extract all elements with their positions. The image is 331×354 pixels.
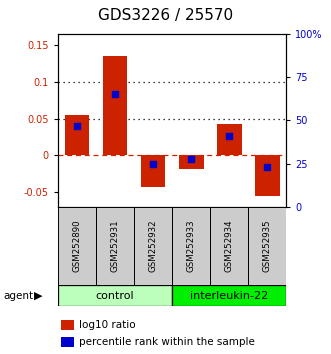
Bar (141, 155, 166, 187)
Bar (217, 124, 242, 155)
Text: ▶: ▶ (34, 291, 42, 301)
Bar (65, 115, 89, 155)
Bar (134, 207, 172, 285)
Text: control: control (96, 291, 134, 301)
Point (74, 123, 79, 129)
Bar (58, 285, 172, 306)
Bar (179, 155, 204, 169)
Text: log10 ratio: log10 ratio (79, 320, 136, 330)
Bar (248, 207, 286, 285)
Text: GSM252935: GSM252935 (263, 220, 272, 272)
Text: agent: agent (3, 291, 33, 301)
Text: GSM252890: GSM252890 (72, 220, 81, 272)
Text: percentile rank within the sample: percentile rank within the sample (79, 337, 255, 347)
Point (150, 161, 156, 167)
Text: GDS3226 / 25570: GDS3226 / 25570 (98, 8, 233, 23)
Point (264, 164, 270, 170)
Bar (172, 285, 286, 306)
Text: GSM252931: GSM252931 (111, 220, 119, 272)
Point (112, 92, 118, 97)
Text: GSM252932: GSM252932 (149, 220, 158, 272)
Bar (172, 207, 210, 285)
Text: GSM252934: GSM252934 (225, 220, 234, 272)
Bar (103, 56, 127, 155)
Point (188, 156, 194, 161)
Bar (58, 207, 96, 285)
Bar (255, 155, 280, 196)
Bar (210, 207, 248, 285)
Point (226, 133, 232, 139)
Text: interleukin-22: interleukin-22 (190, 291, 268, 301)
Text: GSM252933: GSM252933 (187, 220, 196, 272)
Bar (96, 207, 134, 285)
